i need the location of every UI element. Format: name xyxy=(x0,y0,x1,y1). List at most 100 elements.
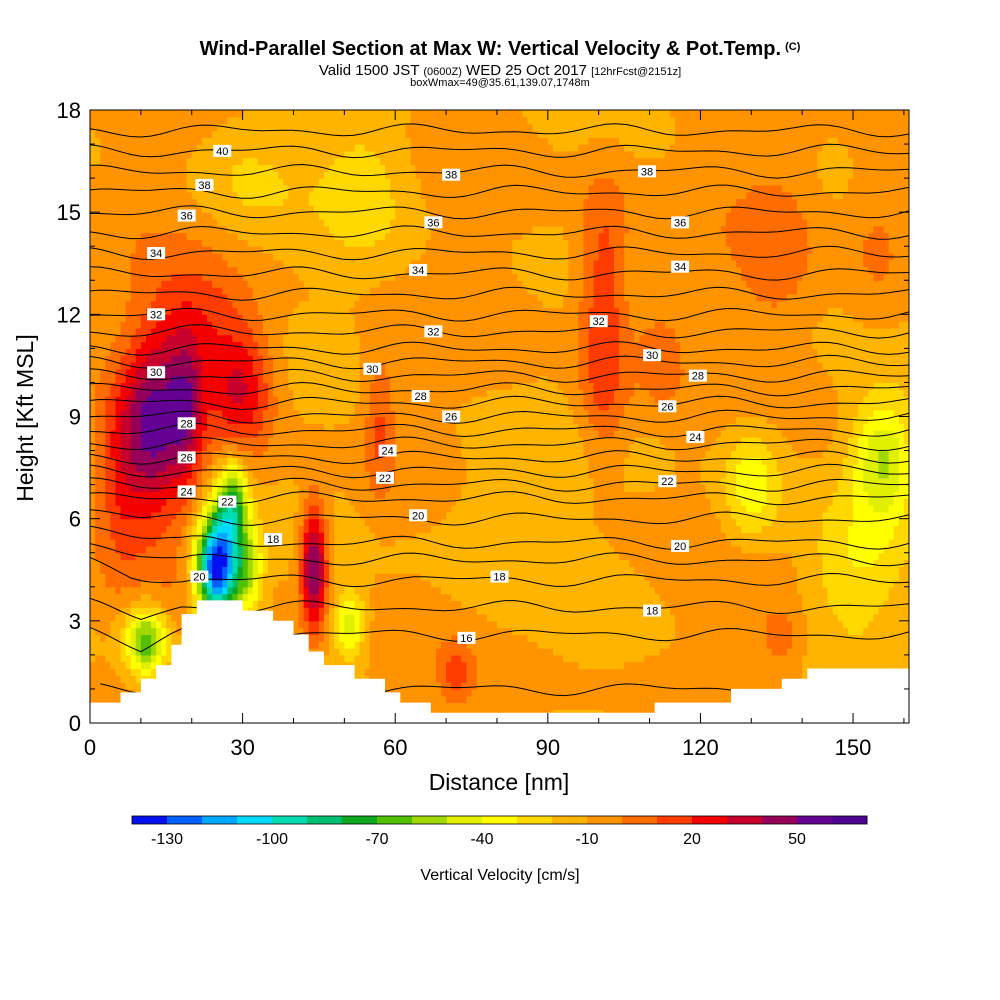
velocity-cell xyxy=(278,150,284,159)
velocity-cell xyxy=(191,164,198,172)
velocity-cell xyxy=(318,144,325,152)
velocity-cell xyxy=(90,232,96,241)
velocity-cell xyxy=(125,484,132,493)
velocity-cell xyxy=(105,314,111,322)
velocity-cell xyxy=(115,157,122,166)
velocity-cell xyxy=(145,218,152,227)
velocity-cell xyxy=(354,191,361,200)
velocity-cell xyxy=(120,600,127,608)
velocity-cell xyxy=(207,409,213,418)
velocity-cell xyxy=(151,225,157,234)
velocity-cell xyxy=(232,470,239,479)
velocity-cell xyxy=(247,573,254,581)
velocity-cell xyxy=(100,157,106,166)
velocity-cell xyxy=(278,334,284,343)
velocity-cell xyxy=(242,273,249,281)
velocity-cell xyxy=(130,593,137,601)
velocity-cell xyxy=(359,470,366,479)
velocity-cell xyxy=(339,218,345,227)
velocity-cell xyxy=(222,525,228,533)
velocity-cell xyxy=(242,498,249,506)
velocity-cell xyxy=(156,198,162,206)
velocity-cell xyxy=(110,198,117,206)
velocity-cell xyxy=(237,130,244,138)
velocity-cell xyxy=(359,171,366,179)
velocity-cell xyxy=(364,416,371,424)
velocity-cell xyxy=(227,191,234,200)
velocity-cell xyxy=(222,348,228,356)
velocity-cell xyxy=(288,457,295,465)
velocity-cell xyxy=(212,436,218,445)
velocity-cell xyxy=(140,423,147,431)
velocity-cell xyxy=(364,314,371,322)
velocity-cell xyxy=(237,362,244,370)
velocity-cell xyxy=(237,164,244,172)
velocity-cell xyxy=(95,287,101,295)
velocity-cell xyxy=(298,116,305,125)
velocity-cell xyxy=(95,307,101,315)
velocity-cell xyxy=(278,389,284,397)
velocity-cell xyxy=(344,559,351,567)
velocity-cell xyxy=(339,334,345,343)
velocity-cell xyxy=(100,137,106,145)
velocity-cell xyxy=(334,532,340,540)
velocity-cell xyxy=(140,559,147,567)
velocity-cell xyxy=(151,321,157,329)
velocity-cell xyxy=(359,287,366,295)
velocity-cell xyxy=(100,232,106,241)
velocity-cell xyxy=(90,661,96,670)
velocity-cell xyxy=(313,402,320,411)
velocity-cell xyxy=(171,627,178,636)
velocity-cell xyxy=(100,430,106,438)
velocity-cell xyxy=(100,634,106,642)
velocity-cell xyxy=(201,436,208,445)
velocity-cell xyxy=(227,505,234,513)
velocity-cell xyxy=(268,505,274,513)
velocity-cell xyxy=(293,600,300,608)
velocity-cell xyxy=(207,586,213,595)
velocity-cell xyxy=(262,212,269,220)
velocity-cell xyxy=(166,341,172,349)
velocity-cell xyxy=(293,627,300,636)
velocity-cell xyxy=(278,246,284,254)
velocity-cell xyxy=(125,416,132,424)
velocity-cell xyxy=(130,661,137,670)
velocity-cell xyxy=(110,688,117,697)
velocity-cell xyxy=(324,150,330,159)
velocity-cell xyxy=(278,423,284,431)
velocity-cell xyxy=(161,218,167,227)
velocity-cell xyxy=(135,287,142,295)
velocity-cell xyxy=(186,280,193,288)
velocity-cell xyxy=(232,593,239,601)
velocity-cell xyxy=(140,430,147,438)
velocity-cell xyxy=(161,552,167,561)
velocity-cell xyxy=(339,579,345,588)
velocity-cell xyxy=(252,402,259,411)
velocity-cell xyxy=(176,327,183,336)
velocity-cell xyxy=(120,273,127,281)
velocity-cell xyxy=(181,579,188,588)
velocity-cell xyxy=(308,218,315,227)
velocity-cell xyxy=(308,532,315,540)
velocity-cell xyxy=(217,559,223,567)
velocity-cell xyxy=(318,164,325,172)
velocity-cell xyxy=(191,239,198,247)
velocity-cell xyxy=(217,532,223,540)
velocity-cell xyxy=(130,212,137,220)
velocity-cell xyxy=(156,648,162,656)
velocity-cell xyxy=(298,450,305,458)
velocity-cell xyxy=(298,579,305,588)
velocity-cell xyxy=(125,130,132,138)
velocity-cell xyxy=(125,314,132,322)
velocity-cell xyxy=(364,545,371,554)
velocity-cell xyxy=(303,423,310,431)
velocity-cell xyxy=(156,362,162,370)
velocity-cell xyxy=(105,293,111,302)
velocity-cell xyxy=(273,511,279,520)
velocity-cell xyxy=(324,110,330,118)
velocity-cell xyxy=(334,586,340,595)
velocity-cell xyxy=(318,382,325,390)
velocity-cell xyxy=(252,280,259,288)
velocity-cell xyxy=(186,355,193,363)
velocity-cell xyxy=(166,355,172,363)
